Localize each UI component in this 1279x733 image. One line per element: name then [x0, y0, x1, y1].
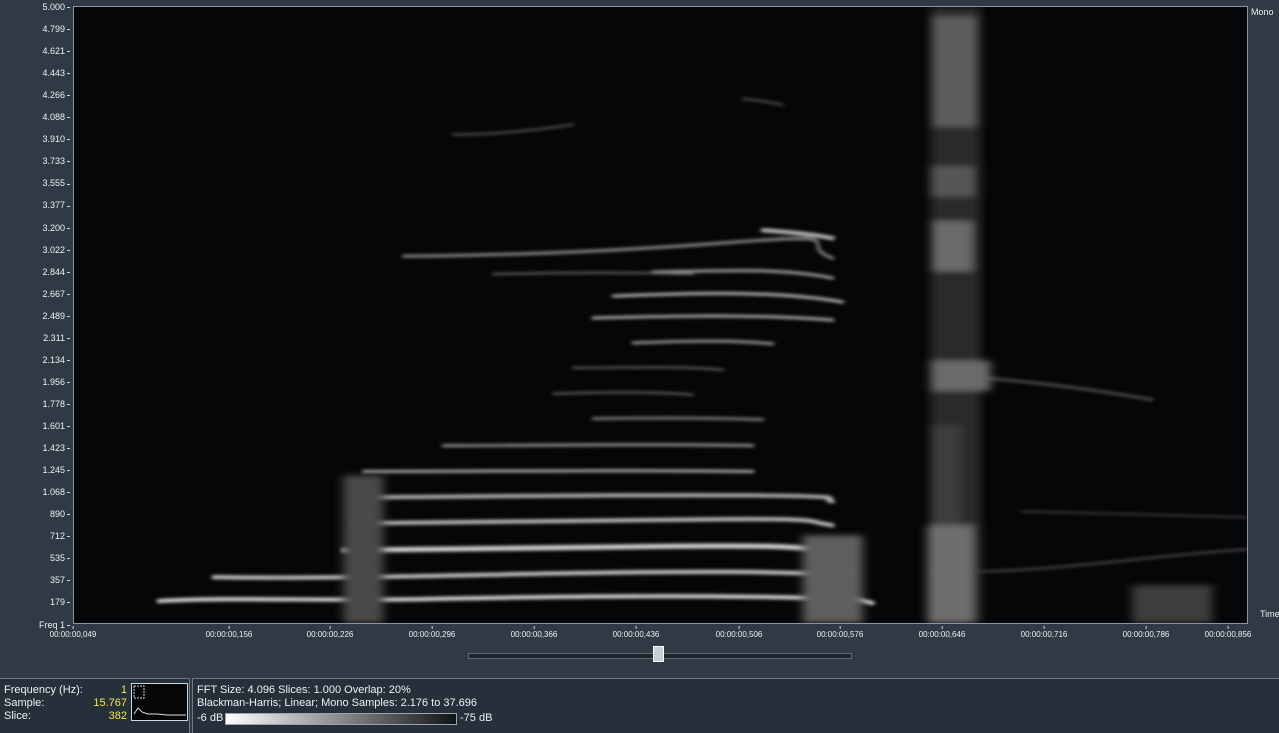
x-tick-label: 00:00:00,366	[510, 626, 558, 639]
time-axis-label: Time	[1260, 609, 1279, 619]
slice-label: Slice:	[4, 710, 31, 722]
slice-preview-icon	[133, 685, 186, 716]
x-tick-label: 00:00:00,856	[1204, 626, 1252, 639]
time-axis: 00:00:00,049 00:00:00,156 00:00:00,226 00:0…	[0, 625, 1279, 641]
y-tick-label: 357	[50, 575, 70, 585]
y-tick-label: 890	[50, 509, 70, 519]
y-tick-label: 2.311	[43, 333, 70, 343]
x-tick-label: 00:00:00,576	[816, 626, 864, 639]
x-tick-label: 00:00:00,296	[408, 626, 456, 639]
window-settings-text: Blackman-Harris; Linear; Mono Samples: 2…	[197, 697, 478, 709]
y-tick-label: 2.489	[42, 311, 70, 321]
spectrogram-image	[156, 7, 1247, 623]
y-tick-label: 1.245	[42, 465, 70, 475]
y-tick-label: 3.733	[42, 156, 70, 166]
y-tick-label: 3.555	[42, 178, 70, 188]
x-tick-label: 00:00:00,156	[205, 626, 253, 639]
x-tick-label: 00:00:00,786	[1122, 626, 1170, 639]
y-tick-label: 1.423	[42, 443, 70, 453]
y-tick-label: 535	[50, 553, 70, 563]
slice-preview-graph	[131, 683, 188, 721]
sample-value: 15.767	[93, 697, 127, 709]
x-tick-label: 00:00:00,049	[49, 626, 97, 639]
x-tick-label: 00:00:00,506	[715, 626, 763, 639]
y-tick-label: 1.778	[42, 399, 70, 409]
db-max-label: -75 dB	[460, 712, 493, 724]
y-tick-label: 3.910	[42, 134, 70, 144]
y-tick-label: 4.088	[42, 112, 70, 122]
slice-value: 382	[108, 710, 127, 722]
y-tick-label: 2.667	[42, 289, 70, 299]
y-tick-label: 1.956	[42, 377, 70, 387]
y-tick-label: 4.799	[42, 24, 70, 34]
frequency-label: Frequency (Hz):	[4, 684, 83, 696]
frequency-axis: 5.000 4.799 4.621 4.443 4.266 4.088 3.910 3.733…	[0, 0, 72, 640]
y-tick-label: 179	[50, 597, 70, 607]
y-tick-label: 5.000	[42, 2, 70, 12]
zoom-scroll-thumb[interactable]	[653, 646, 664, 662]
y-tick-label: 3.377	[42, 200, 70, 210]
spectrogram-plot[interactable]	[73, 6, 1248, 624]
db-min-label: -6 dB	[197, 712, 224, 724]
y-tick-label: 2.844	[42, 267, 70, 277]
x-tick-label: 00:00:00,716	[1020, 626, 1068, 639]
y-tick-label: 712	[50, 531, 70, 541]
db-color-scale	[225, 713, 457, 725]
y-tick-label: 3.200	[42, 223, 70, 233]
x-tick-label: 00:00:00,226	[306, 626, 354, 639]
y-tick-label: 4.621	[42, 46, 70, 56]
x-tick-label: 00:00:00,436	[612, 626, 660, 639]
y-tick-label: 2.134	[42, 355, 70, 365]
frequency-value: 1	[120, 684, 127, 696]
freq-axis-bottom-label: Freq 1	[39, 620, 70, 630]
y-tick-label: 4.443	[42, 68, 70, 78]
y-tick-label: 1.601	[42, 421, 70, 431]
y-tick-label: 4.266	[42, 90, 70, 100]
y-tick-label: 1.068	[42, 487, 70, 497]
fft-settings-text: FFT Size: 4.096 Slices: 1.000 Overlap: 2…	[197, 684, 411, 696]
sample-label: Sample:	[4, 697, 45, 709]
channel-label: Mono	[1251, 7, 1274, 17]
y-tick-label: 3.022	[42, 245, 70, 255]
x-tick-label: 00:00:00,646	[918, 626, 966, 639]
